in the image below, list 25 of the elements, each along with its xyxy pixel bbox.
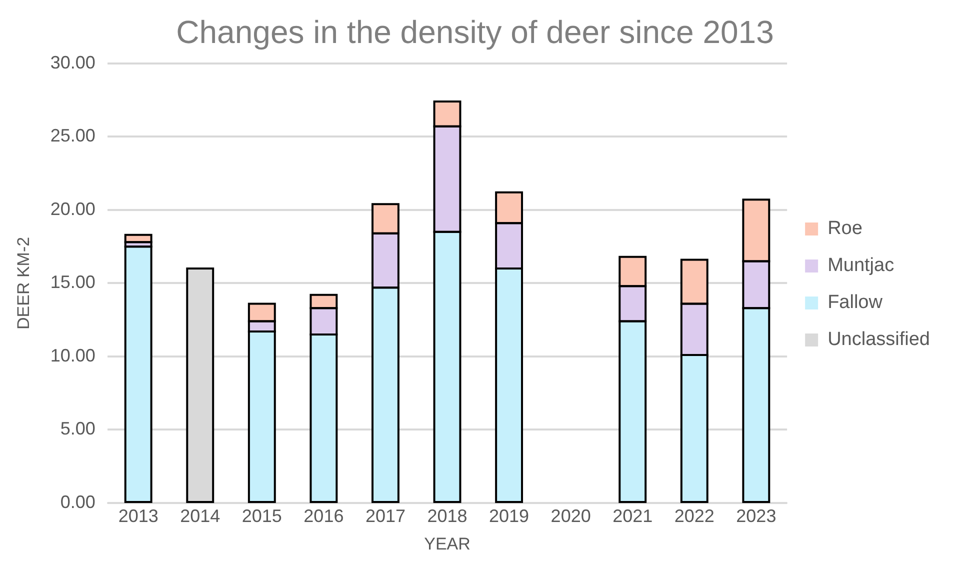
y-tick-label: 0.00 (60, 492, 96, 512)
y-tick-label: 30.00 (50, 52, 96, 72)
y-axis-title: DEER KM-2 (14, 236, 33, 330)
legend-label: Roe (828, 218, 862, 240)
legend-label: Muntjac (828, 255, 894, 276)
x-tick-label: 2022 (674, 506, 714, 526)
legend-label: Fallow (828, 292, 883, 314)
x-tick-label: 2021 (612, 506, 653, 526)
x-tick-label: 2019 (489, 506, 530, 526)
x-tick-label: 2013 (118, 506, 158, 526)
y-tick-label: 20.00 (50, 198, 96, 219)
y-tick-label: 25.00 (50, 126, 96, 146)
y-tick-label: 15.00 (50, 272, 96, 292)
y-tick-label: 10.00 (50, 345, 96, 366)
y-tick-label: 5.00 (60, 418, 96, 439)
legend-label: Unclassified (828, 329, 930, 350)
x-tick-label: 2017 (365, 506, 406, 526)
x-tick-label: 2023 (736, 506, 776, 526)
chart-title: Changes in the density of deer since 2013 (176, 14, 774, 50)
x-axis-title: YEAR (424, 534, 470, 554)
x-tick-label: 2020 (550, 506, 591, 526)
x-tick-label: 2016 (304, 506, 344, 526)
x-tick-label: 2018 (427, 506, 468, 526)
x-tick-label: 2014 (180, 506, 220, 526)
x-tick-label: 2015 (242, 506, 282, 526)
